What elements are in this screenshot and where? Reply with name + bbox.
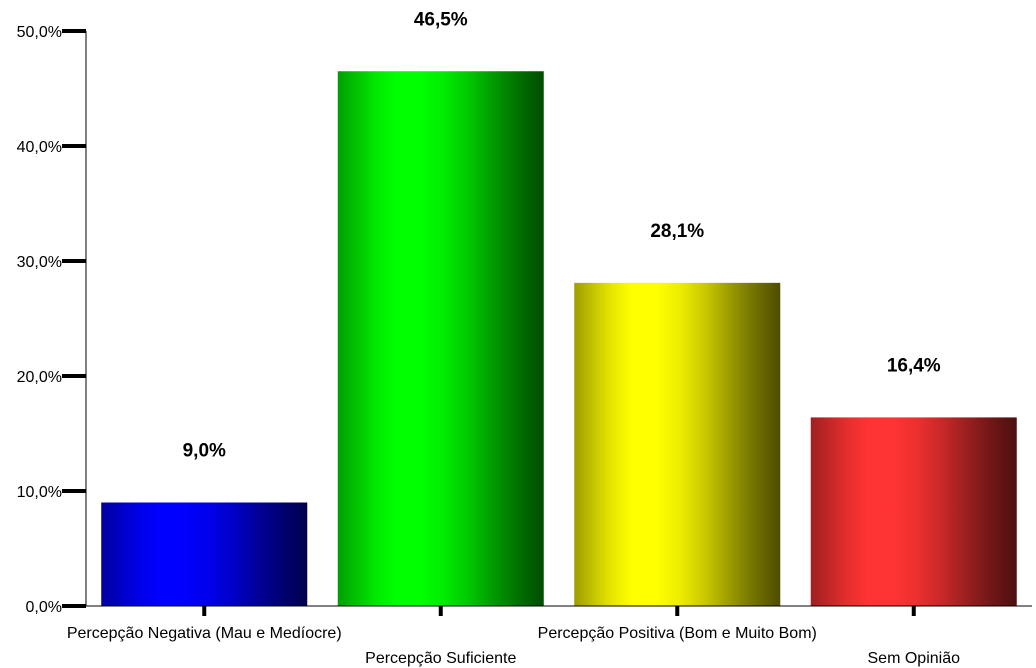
category-label-3: Percepção Positiva (Bom e Muito Bom) [538, 625, 817, 642]
bars: 9,0% 46,5% 28,1% 16,4% [101, 9, 1017, 606]
bar-4 [810, 417, 1017, 606]
y-tick-label: 0,0% [26, 599, 62, 616]
data-label-2: 46,5% [414, 9, 468, 30]
category-label-1: Percepção Negativa (Mau e Medíocre) [67, 625, 342, 642]
category-label-4: Sem Opinião [868, 650, 961, 667]
bar-1 [101, 502, 308, 606]
x-axis: Percepção Negativa (Mau e Medíocre) Perce… [67, 605, 1032, 667]
y-axis: 0,0% 10,0% 20,0% 30,0% 40,0% 50,0% [17, 24, 87, 616]
y-tick-label: 50,0% [17, 24, 62, 41]
bar-2 [337, 71, 544, 606]
y-tick-label: 40,0% [17, 139, 62, 156]
bar-3 [574, 282, 781, 606]
category-label-2: Percepção Suficiente [365, 650, 516, 667]
y-tick-label: 20,0% [17, 369, 62, 386]
data-label-4: 16,4% [887, 355, 941, 376]
y-tick-label: 30,0% [17, 254, 62, 271]
data-label-3: 28,1% [650, 221, 704, 242]
y-tick-label: 10,0% [17, 484, 62, 501]
data-label-1: 9,0% [183, 441, 226, 462]
